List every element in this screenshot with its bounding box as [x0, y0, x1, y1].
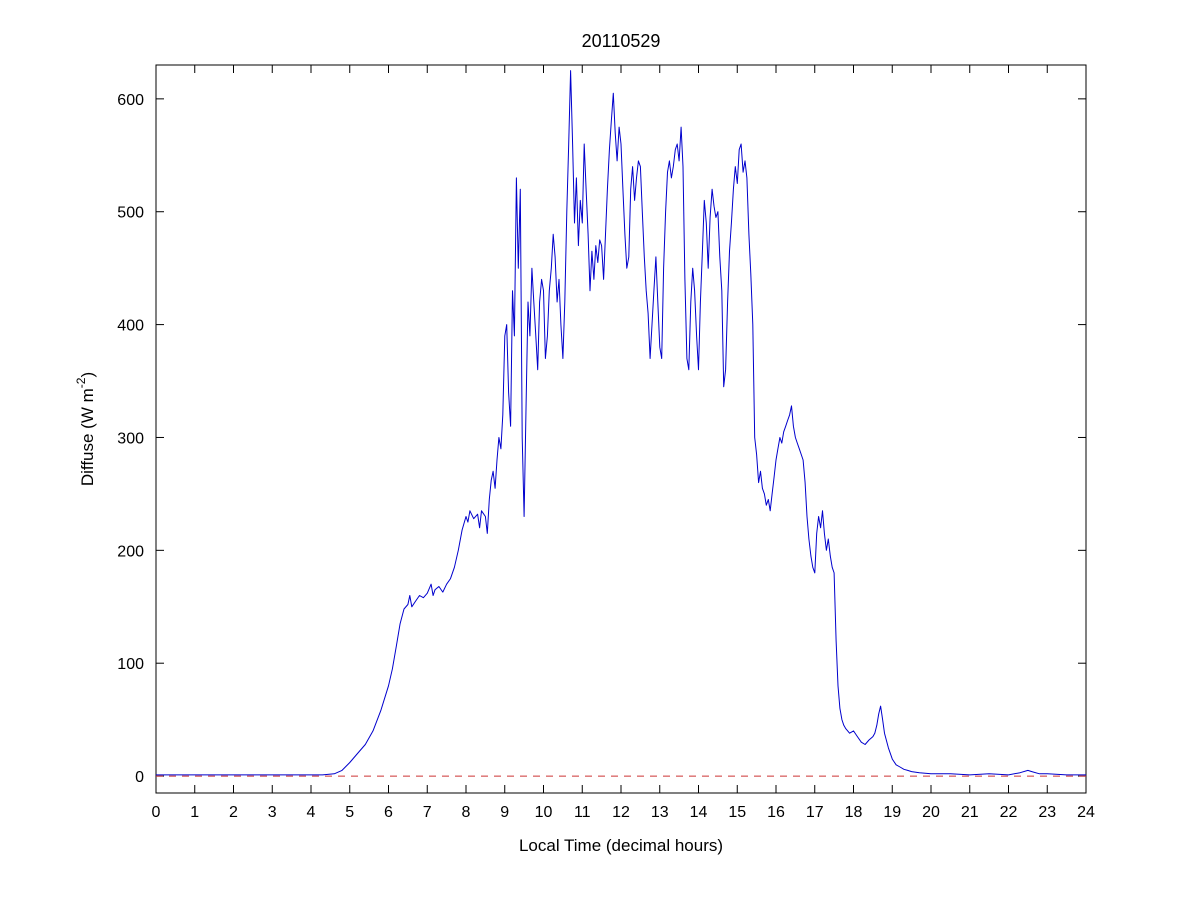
x-axis-label: Local Time (decimal hours) — [519, 836, 723, 855]
x-tick-label: 23 — [1038, 804, 1056, 821]
x-tick-label: 8 — [462, 804, 471, 821]
y-tick-label: 600 — [117, 92, 144, 109]
chart-title: 20110529 — [582, 31, 661, 51]
y-axis-label-close: ) — [78, 372, 97, 378]
y-tick-label: 100 — [117, 656, 144, 673]
x-tick-label: 24 — [1077, 804, 1095, 821]
x-tick-label: 4 — [307, 804, 316, 821]
y-axis-label-superscript: -2 — [74, 377, 88, 388]
x-tick-label: 12 — [612, 804, 630, 821]
x-tick-label: 2 — [229, 804, 238, 821]
x-tick-label: 1 — [190, 804, 199, 821]
x-tick-label: 20 — [922, 804, 940, 821]
x-tick-label: 14 — [690, 804, 708, 821]
diffuse-line — [156, 70, 1086, 776]
x-tick-label: 11 — [574, 804, 591, 821]
y-tick-label: 500 — [117, 205, 144, 222]
x-tick-label: 5 — [345, 804, 354, 821]
y-tick-label: 300 — [117, 430, 144, 447]
x-tick-label: 9 — [500, 804, 509, 821]
x-tick-label: 0 — [152, 804, 161, 821]
x-tick-label: 13 — [651, 804, 669, 821]
plot-box — [155, 64, 1087, 794]
data-series — [156, 70, 1086, 777]
x-tick-label: 15 — [728, 804, 746, 821]
x-tick-label: 6 — [384, 804, 393, 821]
x-tick-label: 16 — [767, 804, 785, 821]
y-tick-label: 0 — [135, 769, 144, 786]
y-axis-label-main: Diffuse (W m — [78, 388, 97, 486]
x-tick-label: 7 — [423, 804, 432, 821]
x-tick-label: 18 — [845, 804, 863, 821]
x-tick-label: 22 — [1000, 804, 1018, 821]
y-tick-label: 400 — [117, 318, 144, 335]
y-tick-label: 200 — [117, 543, 144, 560]
y-axis-label: Diffuse (W m-2) — [74, 372, 97, 486]
x-tick-label: 10 — [535, 804, 553, 821]
x-tick-label: 19 — [883, 804, 901, 821]
x-tick-label: 3 — [268, 804, 277, 821]
x-tick-label: 21 — [961, 804, 979, 821]
x-tick-label: 17 — [806, 804, 824, 821]
axis-ticks: 0 1 2 3 4 5 6 7 8 9 10 11 12 13 14 15 16 17 18 19 20 21 22 23 24… — [117, 65, 1095, 821]
